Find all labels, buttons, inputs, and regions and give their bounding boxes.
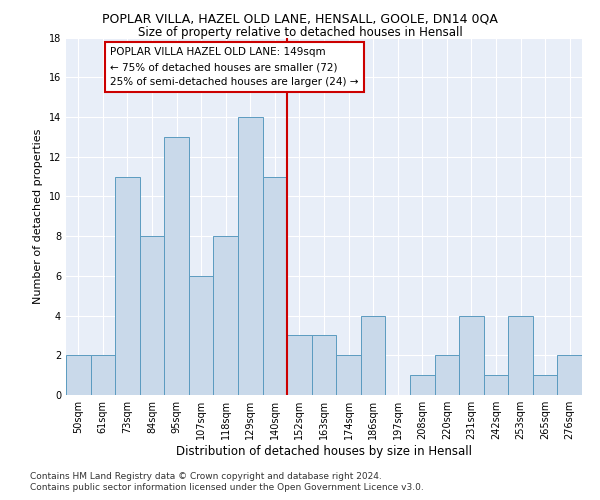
Bar: [557, 356, 582, 395]
Bar: [533, 375, 557, 395]
Bar: [91, 356, 115, 395]
Text: Contains HM Land Registry data © Crown copyright and database right 2024.: Contains HM Land Registry data © Crown c…: [30, 472, 382, 481]
Bar: [140, 236, 164, 395]
Bar: [214, 236, 238, 395]
Bar: [66, 356, 91, 395]
Bar: [238, 117, 263, 395]
X-axis label: Distribution of detached houses by size in Hensall: Distribution of detached houses by size …: [176, 445, 472, 458]
Bar: [164, 137, 189, 395]
Bar: [410, 375, 434, 395]
Bar: [361, 316, 385, 395]
Bar: [115, 176, 140, 395]
Bar: [459, 316, 484, 395]
Bar: [336, 356, 361, 395]
Bar: [312, 336, 336, 395]
Text: Contains public sector information licensed under the Open Government Licence v3: Contains public sector information licen…: [30, 484, 424, 492]
Text: POPLAR VILLA HAZEL OLD LANE: 149sqm
← 75% of detached houses are smaller (72)
25: POPLAR VILLA HAZEL OLD LANE: 149sqm ← 75…: [110, 48, 359, 87]
Bar: [434, 356, 459, 395]
Bar: [263, 176, 287, 395]
Bar: [484, 375, 508, 395]
Bar: [508, 316, 533, 395]
Text: Size of property relative to detached houses in Hensall: Size of property relative to detached ho…: [137, 26, 463, 39]
Bar: [189, 276, 214, 395]
Bar: [287, 336, 312, 395]
Text: POPLAR VILLA, HAZEL OLD LANE, HENSALL, GOOLE, DN14 0QA: POPLAR VILLA, HAZEL OLD LANE, HENSALL, G…: [102, 12, 498, 26]
Y-axis label: Number of detached properties: Number of detached properties: [33, 128, 43, 304]
